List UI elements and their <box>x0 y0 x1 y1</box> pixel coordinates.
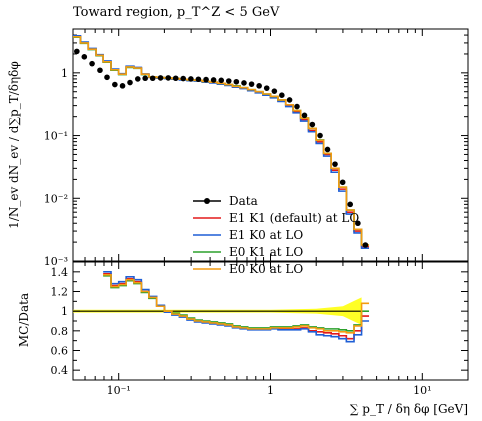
data-point <box>225 78 232 84</box>
main-series-line-4 <box>73 36 370 246</box>
data-point <box>172 75 179 82</box>
data-point <box>104 74 110 81</box>
data-point <box>188 76 194 82</box>
data-point <box>180 75 187 82</box>
legend-label-2: E1 K0 at LO <box>229 228 303 242</box>
data-point <box>347 201 353 208</box>
ratio-y-tick-label: 0.6 <box>51 345 69 358</box>
ratio-y-tick-label: 1 <box>61 305 68 318</box>
y-tick-label: 10⁻³ <box>44 255 68 268</box>
main-series-group <box>73 34 370 249</box>
data-point <box>127 79 133 86</box>
ratio-y-tick-label: 1.2 <box>51 286 69 299</box>
y-tick-label: 10⁻¹ <box>44 130 68 143</box>
ratio-series-group <box>103 271 370 343</box>
data-point <box>362 242 369 248</box>
legend-marker <box>204 198 210 204</box>
legend-label-1: E1 K1 (default) at LO <box>229 211 359 225</box>
y-tick-label: 10⁻² <box>44 192 68 205</box>
data-point <box>195 76 202 83</box>
x-axis-title: ∑ p_T / δη δφ [GeV] <box>350 402 468 416</box>
data-point <box>112 81 118 88</box>
data-point <box>279 92 285 99</box>
data-point <box>263 85 270 91</box>
data-point <box>149 75 156 82</box>
svg-text:MC/Data: MC/Data <box>17 293 31 347</box>
data-point <box>271 88 278 94</box>
data-point <box>218 77 225 84</box>
data-point <box>248 81 255 87</box>
data-point <box>355 220 361 227</box>
ratio-series-line-2 <box>103 274 370 332</box>
y-tick-label: 1 <box>61 67 68 80</box>
x-tick-label: 10⁻¹ <box>107 384 131 397</box>
data-point <box>324 146 331 153</box>
legend: Data E1 K1 (default) at LO E1 K0 at LO E0 K… <box>193 194 359 276</box>
data-point <box>97 67 103 74</box>
data-point <box>157 75 164 81</box>
x-tick-label: 10¹ <box>413 384 431 397</box>
svg-text:1/N_ev dN_ev / d∑p_T/δηδφ: 1/N_ev dN_ev / d∑p_T/δηδφ <box>7 61 21 229</box>
data-point <box>339 179 346 186</box>
ratio-axis-ticks: 10⁻¹ 1 10¹ 0.4 0.6 0.8 1 1.2 1.4 <box>51 261 469 397</box>
ratio-series-line-3 <box>103 273 370 334</box>
ratio-ylabel: MC/Data <box>17 293 31 347</box>
data-point <box>332 161 338 167</box>
data-point <box>203 76 209 83</box>
data-point <box>241 80 247 86</box>
data-point <box>119 83 126 89</box>
data-point <box>286 97 293 103</box>
main-plot-frame <box>72 28 469 262</box>
data-point <box>317 132 323 139</box>
data-point <box>301 112 308 119</box>
data-point <box>142 75 148 82</box>
data-point <box>233 78 240 85</box>
data-point <box>74 48 80 55</box>
data-point <box>309 121 316 128</box>
ratio-series-line-1 <box>103 271 370 343</box>
data-point <box>81 54 88 60</box>
data-point <box>210 77 217 83</box>
legend-label-0: Data <box>229 194 258 208</box>
main-ylabel: 1/N_ev dN_ev / d∑p_T/δηδφ <box>7 61 21 229</box>
legend-label-3: E0 K1 at LO <box>229 245 303 259</box>
chart-title: Toward region, p_T^Z < 5 GeV <box>73 5 280 20</box>
data-point <box>294 103 300 110</box>
main-axis-ticks: 10⁻³ 10⁻² 10⁻¹ 1 <box>44 28 469 268</box>
data-point <box>165 75 172 81</box>
ratio-uncertainty-band <box>73 297 362 325</box>
ratio-y-tick-label: 0.8 <box>51 325 69 338</box>
x-tick-label: 1 <box>267 384 274 397</box>
data-point <box>89 60 95 67</box>
ratio-y-tick-label: 1.4 <box>51 266 69 279</box>
data-point <box>256 83 262 89</box>
ratio-y-tick-label: 0.4 <box>51 364 69 377</box>
legend-label-4: E0 K0 at LO <box>229 262 303 276</box>
data-point <box>134 76 141 82</box>
